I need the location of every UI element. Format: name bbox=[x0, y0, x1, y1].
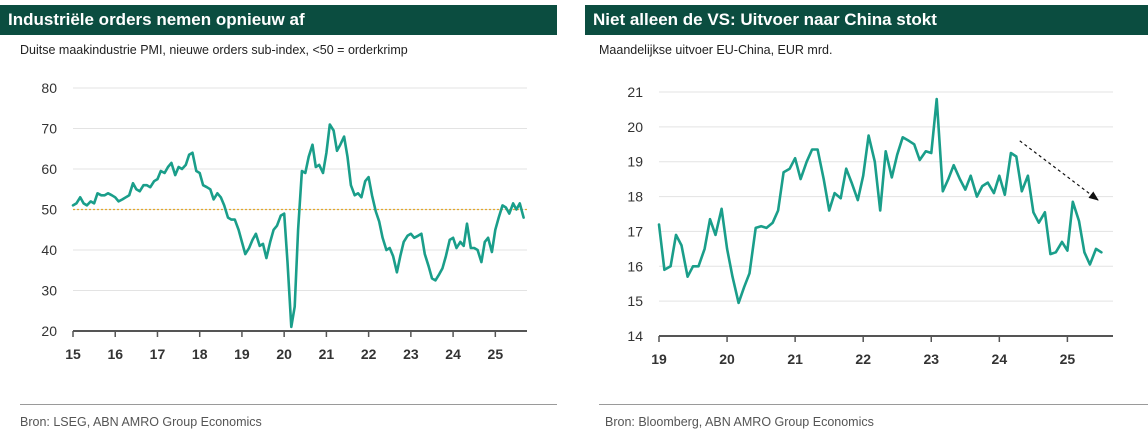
right-chart-panel: Niet alleen de VS: Uitvoer naar China st… bbox=[585, 0, 1148, 433]
left-x-tick-label: 16 bbox=[107, 346, 123, 362]
right-series-line bbox=[657, 97, 1103, 305]
right-gridlines bbox=[659, 91, 1113, 302]
left-y-tick-label: 70 bbox=[41, 121, 57, 137]
right-trend-arrow bbox=[1019, 140, 1099, 201]
right-x-tick-label: 20 bbox=[719, 351, 735, 367]
left-x-tick-label: 25 bbox=[488, 346, 504, 362]
right-y-tick-label: 16 bbox=[627, 258, 643, 274]
left-chart-title: Industriële orders nemen opnieuw af bbox=[0, 5, 557, 35]
left-x-tick-label: 20 bbox=[276, 346, 292, 362]
right-line-chart: 14 15 16 17 18 19 20 21 19 20 21 22 23 24 25 bbox=[627, 84, 1113, 367]
left-x-tick-label: 18 bbox=[192, 346, 208, 362]
left-y-tick-label: 80 bbox=[41, 80, 57, 96]
right-x-tick-label: 25 bbox=[1060, 351, 1076, 367]
right-x-tick-label: 22 bbox=[855, 351, 871, 367]
right-y-tick-label: 15 bbox=[627, 293, 643, 309]
right-y-tick-label: 20 bbox=[627, 119, 643, 135]
right-chart-source: Bron: Bloomberg, ABN AMRO Group Economic… bbox=[605, 415, 874, 429]
left-y-tick-label: 60 bbox=[41, 161, 57, 177]
left-chart-source: Bron: LSEG, ABN AMRO Group Economics bbox=[20, 415, 262, 429]
left-chart-subtitle: Duitse maakindustrie PMI, nieuwe orders … bbox=[20, 43, 408, 57]
right-y-tick-label: 14 bbox=[627, 328, 643, 344]
left-x-tick-label: 22 bbox=[361, 346, 377, 362]
right-chart-subtitle: Maandelijkse uitvoer EU-China, EUR mrd. bbox=[599, 43, 833, 57]
left-x-tick-label: 21 bbox=[319, 346, 335, 362]
left-y-tick-label: 20 bbox=[41, 323, 57, 339]
left-series-line bbox=[71, 123, 525, 329]
right-x-tick-label: 19 bbox=[651, 351, 667, 367]
right-x-tick-label: 24 bbox=[992, 351, 1008, 367]
right-x-tick-label: 23 bbox=[923, 351, 939, 367]
right-y-tick-label: 19 bbox=[627, 154, 643, 170]
left-x-tick-label: 19 bbox=[234, 346, 250, 362]
right-y-tick-label: 21 bbox=[627, 84, 643, 100]
left-chart-panel: Industriële orders nemen opnieuw af Duit… bbox=[0, 0, 557, 433]
right-chart-title: Niet alleen de VS: Uitvoer naar China st… bbox=[585, 5, 1148, 35]
left-y-tick-label: 40 bbox=[41, 242, 57, 258]
right-y-tick-label: 18 bbox=[627, 189, 643, 205]
left-y-tick-label: 30 bbox=[41, 283, 57, 299]
right-y-tick-label: 17 bbox=[627, 223, 643, 239]
left-line-chart: 20 30 40 50 60 70 80 15 16 17 18 19 20 21 22 23 24 25 bbox=[41, 80, 527, 362]
left-y-tick-label: 50 bbox=[41, 202, 57, 218]
left-x-tick-label: 23 bbox=[403, 346, 419, 362]
left-x-tick-label: 24 bbox=[445, 346, 461, 362]
left-footer-divider bbox=[20, 404, 557, 405]
left-x-tick-label: 15 bbox=[65, 346, 81, 362]
right-footer-divider bbox=[599, 404, 1148, 405]
left-x-tick-label: 17 bbox=[150, 346, 166, 362]
right-x-tick-label: 21 bbox=[787, 351, 803, 367]
